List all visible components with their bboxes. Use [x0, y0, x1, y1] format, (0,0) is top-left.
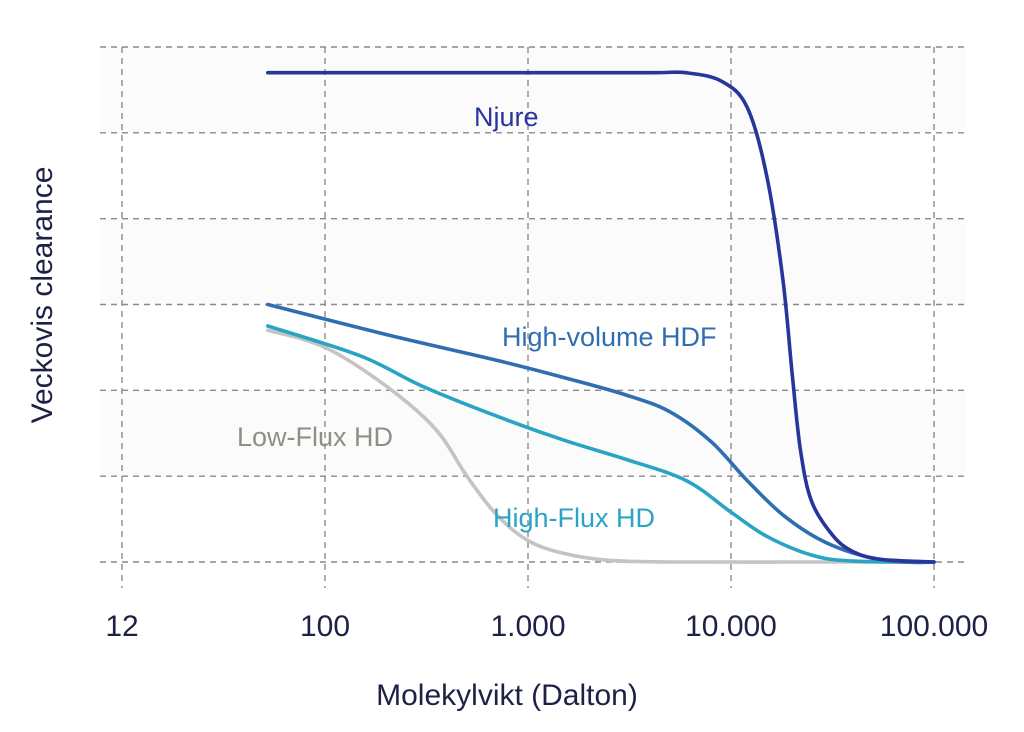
series-label-high-flux-hd: High-Flux HD: [493, 503, 655, 533]
plot-band: [100, 47, 965, 133]
x-tick-label: 10.000: [685, 610, 777, 643]
series-labels: Njure High-volume HDF Low-Flux HD High-Flux…: [237, 102, 717, 533]
x-tick-label: 1.000: [490, 610, 565, 643]
series-line-njure: [266, 70, 936, 564]
x-axis-title: Molekylvikt (Dalton): [376, 679, 638, 712]
plot-band: [100, 390, 965, 477]
x-tick-label: 12: [105, 610, 138, 643]
plot-band: [100, 304, 965, 391]
series-line-high-flux-hd: [266, 324, 936, 564]
series-label-njure: Njure: [474, 102, 539, 132]
plot-band: [100, 218, 965, 305]
y-axis-title: Veckovis clearance: [26, 167, 59, 424]
series-line-low-flux-hd: [266, 328, 936, 564]
series-label-low-flux-hd: Low-Flux HD: [237, 422, 393, 452]
x-tick-label: 100.000: [880, 610, 988, 643]
series-lines: [266, 70, 936, 565]
x-tick-labels: 12 100 1.000 10.000 100.000: [105, 610, 988, 643]
plot-band: [100, 132, 965, 219]
x-tick-label: 100: [300, 610, 350, 643]
series-label-high-volume-hdf: High-volume HDF: [502, 322, 717, 352]
